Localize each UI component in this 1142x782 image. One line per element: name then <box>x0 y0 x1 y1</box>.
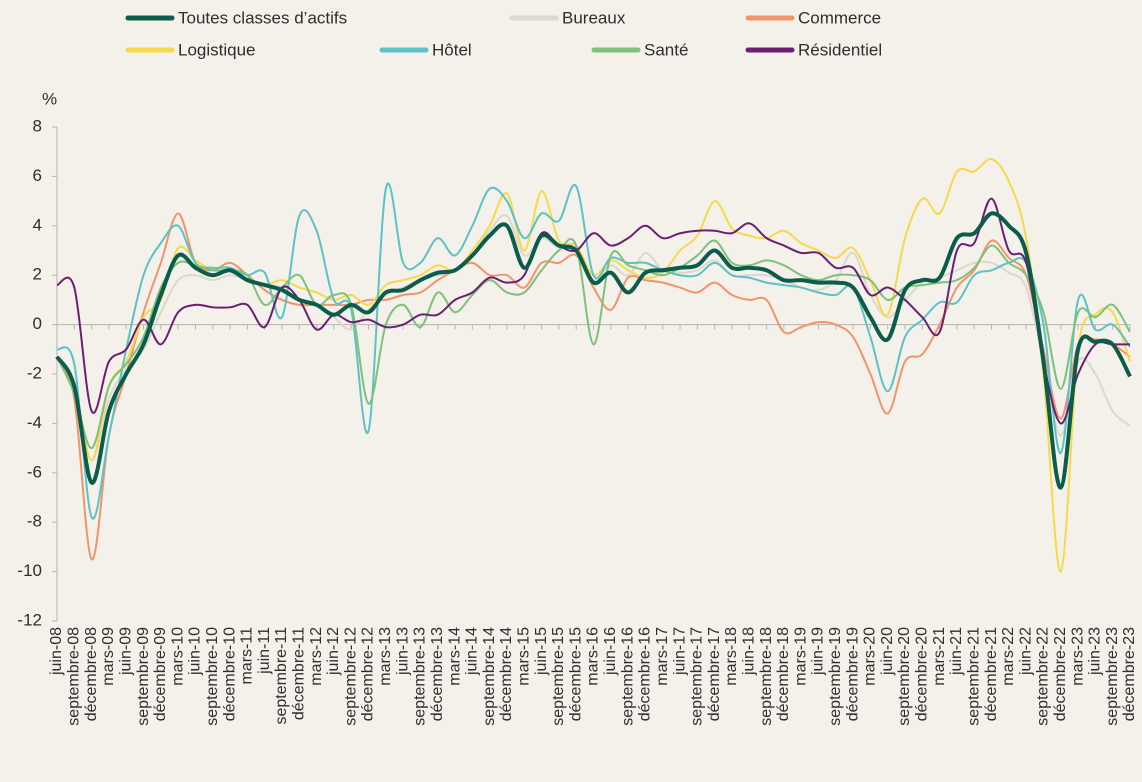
y-tick-label: 4 <box>33 215 42 234</box>
y-tick-label: -12 <box>17 610 42 629</box>
x-tick-label: décembre-14 <box>498 627 515 721</box>
x-tick-label: juin-18 <box>740 627 757 676</box>
series-line <box>55 211 1132 490</box>
x-tick-label: juin-19 <box>810 627 827 676</box>
x-tick-label: septembre-12 <box>342 627 359 726</box>
x-tick-label: juin-14 <box>464 627 481 676</box>
x-tick-label: septembre-17 <box>689 627 706 726</box>
x-tick-label: septembre-14 <box>481 627 498 726</box>
x-tick-label: septembre-19 <box>827 627 844 726</box>
x-tick-label: décembre-12 <box>360 627 377 721</box>
x-tick-label: septembre-16 <box>619 627 636 726</box>
x-tick-label: mars-15 <box>515 627 532 686</box>
x-tick-label: décembre-09 <box>152 627 169 721</box>
series-line <box>56 182 1131 520</box>
x-tick-label: septembre-18 <box>758 627 775 726</box>
x-tick-label: mars-10 <box>169 627 186 686</box>
legend-label: Bureaux <box>562 8 626 27</box>
x-tick-label: mars-21 <box>931 627 948 686</box>
x-tick-label: juin-21 <box>948 627 965 676</box>
legend-label: Hôtel <box>432 40 472 59</box>
x-tick-label: juin-20 <box>879 627 896 676</box>
y-axis-unit: % <box>42 89 57 108</box>
x-tick-label: juin-23 <box>1087 627 1104 676</box>
x-tick-label: décembre-22 <box>1052 627 1069 721</box>
x-tick-label: mars-22 <box>1000 627 1017 686</box>
x-tick-label: septembre-21 <box>965 627 982 726</box>
x-tick-label: septembre-11 <box>273 627 290 725</box>
x-tick-label: décembre-18 <box>775 627 792 721</box>
y-tick-label: -10 <box>17 561 42 580</box>
x-tick-label: septembre-09 <box>135 627 152 726</box>
x-tick-label: décembre-21 <box>983 627 1000 721</box>
x-tick-label: décembre-16 <box>637 627 654 721</box>
x-tick-label: juin-15 <box>533 627 550 676</box>
legend-label: Santé <box>644 40 688 59</box>
x-tick-label: juin-16 <box>602 627 619 676</box>
x-tick-label: décembre-20 <box>914 627 931 721</box>
x-tick-label: mars-17 <box>654 627 671 686</box>
x-tick-label: mars-09 <box>100 627 117 686</box>
x-tick-label: juin-17 <box>671 627 688 676</box>
y-tick-label: -2 <box>27 363 42 382</box>
x-tick-label: décembre-15 <box>567 627 584 721</box>
x-tick-label: mars-20 <box>862 627 879 686</box>
x-tick-label: mars-14 <box>446 627 463 686</box>
series-line <box>56 158 1131 573</box>
x-tick-label: décembre-13 <box>429 627 446 721</box>
x-tick-label: mars-16 <box>585 627 602 686</box>
x-tick-label: mars-11 <box>239 627 256 685</box>
x-tick-label: juin-13 <box>394 627 411 676</box>
x-tick-label: juin-08 <box>48 627 65 676</box>
x-tick-label: décembre-23 <box>1121 627 1138 721</box>
x-tick-label: mars-18 <box>723 627 740 686</box>
x-tick-label: juin-10 <box>187 627 204 676</box>
y-tick-label: 6 <box>33 166 42 185</box>
x-tick-label: juin-22 <box>1017 627 1034 676</box>
x-tick-label: décembre-11 <box>291 627 308 720</box>
y-tick-label: -8 <box>27 512 42 531</box>
x-tick-label: décembre-08 <box>83 627 100 721</box>
legend-label: Logistique <box>178 40 256 59</box>
y-tick-label: 0 <box>33 314 42 333</box>
y-tick-label: -6 <box>27 462 42 481</box>
x-tick-label: juin-11 <box>256 627 273 675</box>
series-line <box>56 197 1130 425</box>
x-tick-label: mars-13 <box>377 627 394 686</box>
x-tick-label: septembre-10 <box>204 627 221 726</box>
legend-label: Commerce <box>798 8 881 27</box>
x-tick-label: septembre-20 <box>896 627 913 726</box>
y-tick-label: 8 <box>33 116 42 135</box>
x-tick-label: septembre-13 <box>412 627 429 726</box>
y-tick-label: -4 <box>27 413 42 432</box>
x-tick-label: septembre-22 <box>1035 627 1052 726</box>
x-tick-label: mars-23 <box>1069 627 1086 686</box>
x-tick-label: mars-12 <box>308 627 325 686</box>
x-tick-label: décembre-17 <box>706 627 723 721</box>
series-line <box>56 238 1131 450</box>
x-tick-label: septembre-23 <box>1104 627 1121 726</box>
x-tick-label: septembre-08 <box>66 627 83 726</box>
y-tick-label: 2 <box>33 265 42 284</box>
series-line <box>56 214 1131 462</box>
x-tick-label: mars-19 <box>792 627 809 686</box>
x-tick-label: juin-09 <box>117 627 134 676</box>
x-tick-label: juin-12 <box>325 627 342 676</box>
legend-label: Résidentiel <box>798 40 882 59</box>
legend-label: Toutes classes d’actifs <box>178 8 347 27</box>
x-tick-label: décembre-19 <box>844 627 861 721</box>
x-tick-label: décembre-10 <box>221 627 238 721</box>
x-tick-label: septembre-15 <box>550 627 567 726</box>
